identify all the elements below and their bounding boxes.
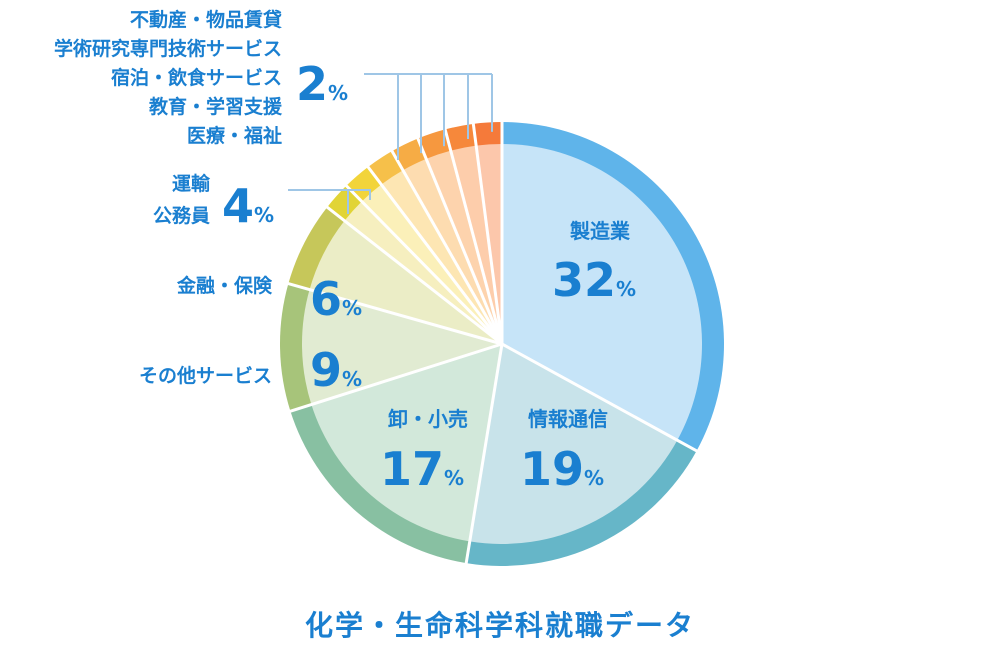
slice-divider [471, 121, 504, 345]
slice-divider [324, 204, 503, 346]
slice-divider [365, 164, 504, 345]
pie-slice [502, 144, 702, 441]
slice-name-label: 製造業 [570, 219, 631, 243]
slice-value-label: 19% [520, 442, 604, 496]
slice-divider [286, 281, 503, 346]
chart-caption: 化学・生命科学科就職データ [304, 609, 695, 642]
slice-divider [415, 136, 504, 345]
slice-value-label: 32% [552, 253, 636, 307]
pie-slice [469, 344, 678, 544]
outside-label: その他サービス [139, 364, 272, 387]
outside-label: 金融・保険 [176, 274, 273, 297]
slice-divider [288, 342, 503, 414]
pie-slice [361, 184, 502, 344]
outside-label: 学術研究専門技術サービス [54, 37, 282, 60]
outside-label: 医療・福祉 [187, 124, 282, 147]
outside-label: 教育・学習支援 [149, 95, 283, 118]
pie-chart: 製造業 32% 情報通信 19% 卸・小売 17% 9% 6% その他サービス 金融・保険 運輸公務… [54, 8, 725, 566]
outside-label: 不動産・物品賃貸 [130, 8, 282, 31]
slice-value-label: 9% [310, 343, 362, 397]
outside-label: 運輸 [172, 172, 211, 195]
slice-divider [343, 183, 504, 346]
pie-slice [309, 220, 502, 344]
pie-slice [344, 201, 502, 344]
slice-divider [501, 342, 700, 454]
slice-value-label: 17% [380, 442, 464, 496]
pie-slice [311, 344, 502, 542]
slice-name-label: 卸・小売 [388, 407, 468, 431]
slice-divider [389, 148, 504, 345]
pie-slice [302, 289, 502, 405]
slice-divider [464, 343, 504, 566]
outside-value-label: 4% [222, 179, 274, 233]
slice-name-label: 情報通信 [528, 407, 608, 431]
leader-line [288, 189, 371, 200]
outside-label: 公務員 [153, 204, 210, 227]
slice-value-label: 6% [310, 272, 362, 326]
pie-slice [381, 170, 502, 344]
outside-label: 宿泊・飲食サービス [111, 66, 282, 89]
slice-divider [443, 127, 504, 345]
outside-value-label: 2% [296, 57, 348, 111]
